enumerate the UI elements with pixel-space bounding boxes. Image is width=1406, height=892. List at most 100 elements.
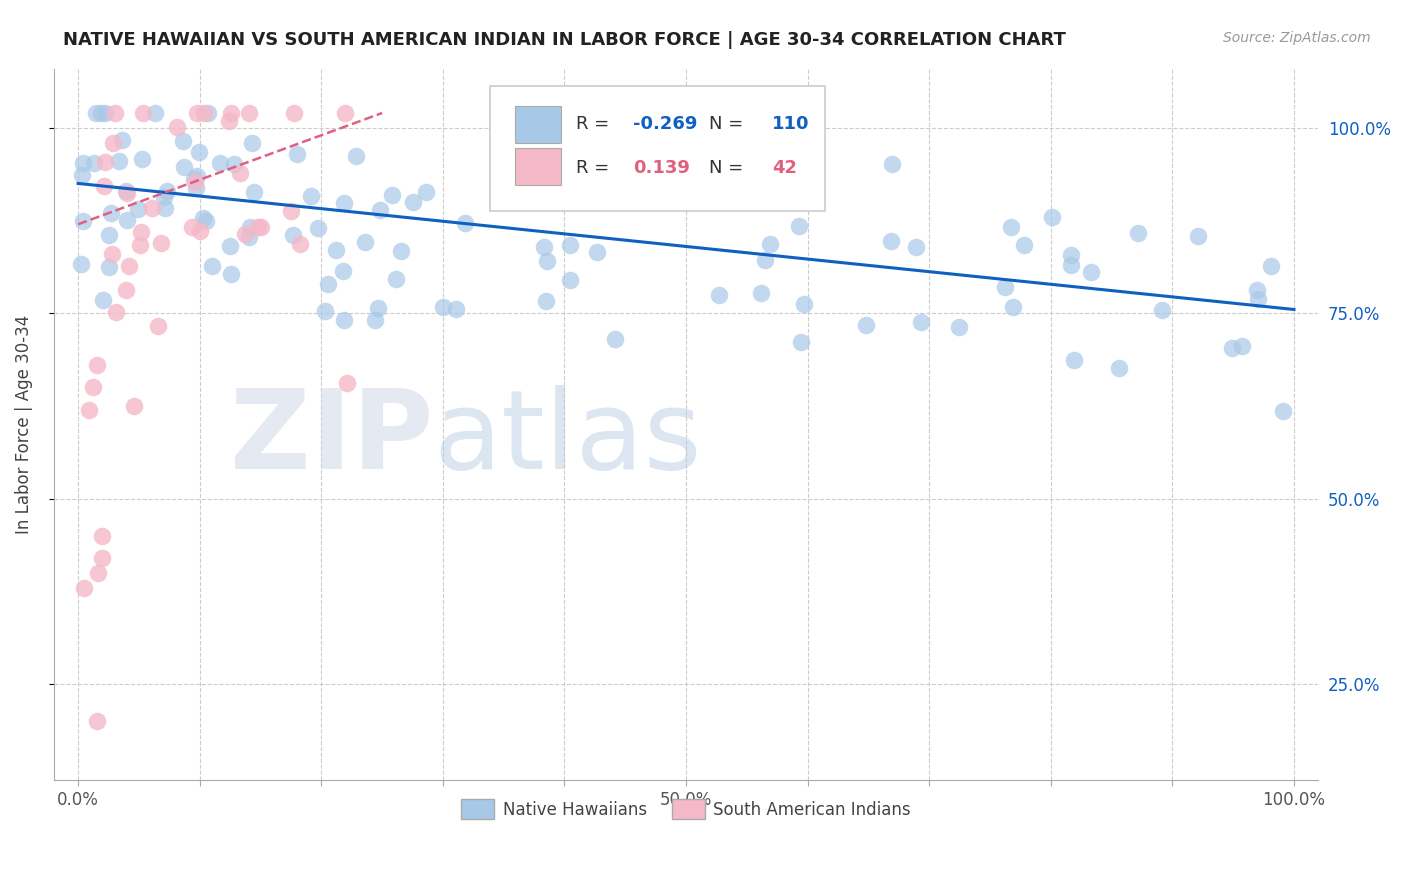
Point: [280, 203, 302, 218]
Point: [108, 153, 131, 168]
Point: [1108, 360, 1130, 375]
Point: [249, 220, 271, 235]
Point: [103, 136, 125, 150]
Point: [115, 283, 138, 297]
Point: [1128, 226, 1150, 240]
Point: [197, 106, 219, 120]
Point: [143, 106, 166, 120]
Point: [1002, 300, 1025, 314]
Point: [100, 206, 122, 220]
Point: [132, 106, 155, 120]
Point: [219, 239, 242, 253]
Point: [193, 106, 215, 120]
Point: [1246, 292, 1268, 306]
Point: [218, 114, 240, 128]
Point: [1014, 237, 1036, 252]
Point: [122, 399, 145, 413]
Point: [879, 234, 901, 248]
Point: [73, 581, 96, 595]
Point: [166, 120, 188, 135]
Point: [749, 285, 772, 300]
Point: [148, 318, 170, 333]
Point: [336, 376, 359, 390]
Point: [86, 358, 108, 372]
Point: [325, 243, 347, 257]
Point: [188, 224, 211, 238]
Point: [381, 188, 404, 202]
FancyBboxPatch shape: [516, 148, 561, 186]
Text: R =: R =: [576, 115, 614, 133]
Point: [1187, 229, 1209, 244]
Point: [288, 237, 311, 252]
Point: [87, 566, 110, 580]
Point: [1246, 284, 1268, 298]
Point: [172, 134, 194, 148]
Point: [72, 214, 94, 228]
Point: [605, 332, 627, 346]
Point: [354, 235, 377, 249]
FancyBboxPatch shape: [491, 87, 825, 211]
Point: [131, 152, 153, 166]
Point: [754, 252, 776, 267]
Point: [994, 280, 1017, 294]
Point: [72, 156, 94, 170]
Text: 42: 42: [772, 159, 797, 178]
Point: [153, 202, 176, 216]
Point: [904, 240, 927, 254]
Point: [444, 302, 467, 317]
Point: [128, 237, 150, 252]
Point: [209, 155, 232, 169]
Text: N =: N =: [709, 115, 749, 133]
Point: [575, 162, 598, 177]
Point: [238, 106, 260, 120]
Point: [184, 175, 207, 189]
Point: [149, 236, 172, 251]
Legend: Native Hawaiians, South American Indians: Native Hawaiians, South American Indians: [454, 793, 918, 825]
Point: [316, 277, 339, 291]
Point: [1000, 219, 1022, 234]
Point: [219, 106, 242, 120]
Text: Source: ZipAtlas.com: Source: ZipAtlas.com: [1223, 31, 1371, 45]
Text: NATIVE HAWAIIAN VS SOUTH AMERICAN INDIAN IN LABOR FORCE | AGE 30-34 CORRELATION : NATIVE HAWAIIAN VS SOUTH AMERICAN INDIAN…: [63, 31, 1066, 49]
Point: [402, 195, 425, 210]
Point: [299, 189, 322, 203]
Point: [86, 714, 108, 728]
Point: [415, 185, 437, 199]
Point: [101, 247, 124, 261]
Text: ZIP: ZIP: [229, 385, 433, 492]
Point: [598, 136, 620, 150]
Point: [454, 216, 477, 230]
Point: [186, 169, 208, 183]
Point: [367, 301, 389, 315]
Point: [183, 171, 205, 186]
Point: [181, 219, 204, 234]
Point: [77, 402, 100, 417]
Point: [600, 193, 623, 207]
Point: [84, 106, 107, 120]
Point: [191, 211, 214, 225]
Point: [283, 106, 305, 120]
Point: [94, 106, 117, 120]
Point: [314, 304, 336, 318]
Text: 110: 110: [772, 115, 810, 133]
Point: [141, 201, 163, 215]
Text: -0.269: -0.269: [633, 115, 697, 133]
Point: [882, 157, 904, 171]
Point: [224, 157, 246, 171]
Point: [333, 106, 356, 120]
Point: [105, 305, 128, 319]
Point: [855, 318, 877, 332]
Point: [129, 225, 152, 239]
Point: [1059, 248, 1081, 262]
Point: [187, 145, 209, 160]
Point: [432, 300, 454, 314]
Point: [117, 186, 139, 200]
Point: [233, 227, 256, 241]
Point: [69, 257, 91, 271]
Point: [83, 156, 105, 170]
Text: atlas: atlas: [433, 385, 702, 492]
Point: [586, 245, 609, 260]
Point: [534, 294, 557, 309]
Point: [1232, 339, 1254, 353]
Point: [240, 136, 263, 150]
